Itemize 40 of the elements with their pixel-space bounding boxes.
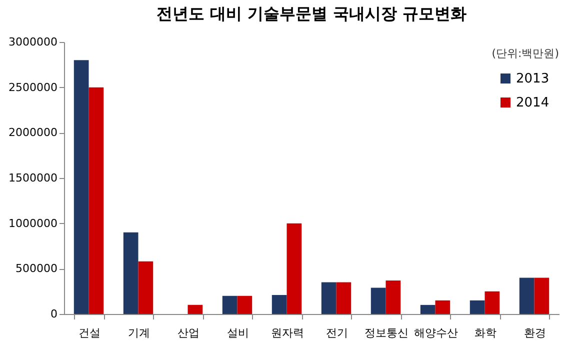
bar [74,60,89,314]
bar [484,291,500,314]
legend-label: 2014 [516,96,550,110]
x-tick-label: 정보통신 [364,326,408,340]
bar [370,288,386,314]
x-tick-label: 전기 [326,326,348,340]
bar [237,296,252,314]
x-tick-label: 설비 [226,326,249,340]
bar [386,280,401,314]
x-tick-label: 화학 [474,326,496,340]
bar [286,223,302,314]
y-tick-label: 2500000 [8,80,58,94]
bar [336,282,352,314]
bar [272,294,287,314]
chart-title: 전년도 대비 기술부문별 국내시장 규모변화 [156,4,467,23]
x-tick-label: 환경 [524,326,546,340]
y-tick-label: 1000000 [8,216,58,230]
x-tick-label: 기계 [128,326,150,340]
bar [519,278,534,314]
bar [420,304,436,314]
bar [534,278,550,314]
y-tick-label: 500000 [16,262,58,276]
y-tick-label: 2000000 [8,126,58,140]
x-tick-label: 산업 [177,326,200,340]
bar [123,232,138,314]
x-tick-label: 해양수산 [414,326,458,340]
bar [435,300,450,314]
bar [321,282,336,314]
annotation: (단위:백만원) [492,47,559,60]
y-tick-label: 3000000 [8,36,58,48]
y-tick-label: 1500000 [8,172,58,184]
bar [88,87,104,314]
legend-label: 2013 [516,72,550,86]
bar [470,300,485,314]
x-tick-label: 건설 [78,326,100,340]
bar [222,296,238,314]
x-tick-label: 원자력 [270,326,304,340]
bar [188,304,203,314]
bar [138,261,154,314]
y-tick-label: 0 [50,308,58,320]
